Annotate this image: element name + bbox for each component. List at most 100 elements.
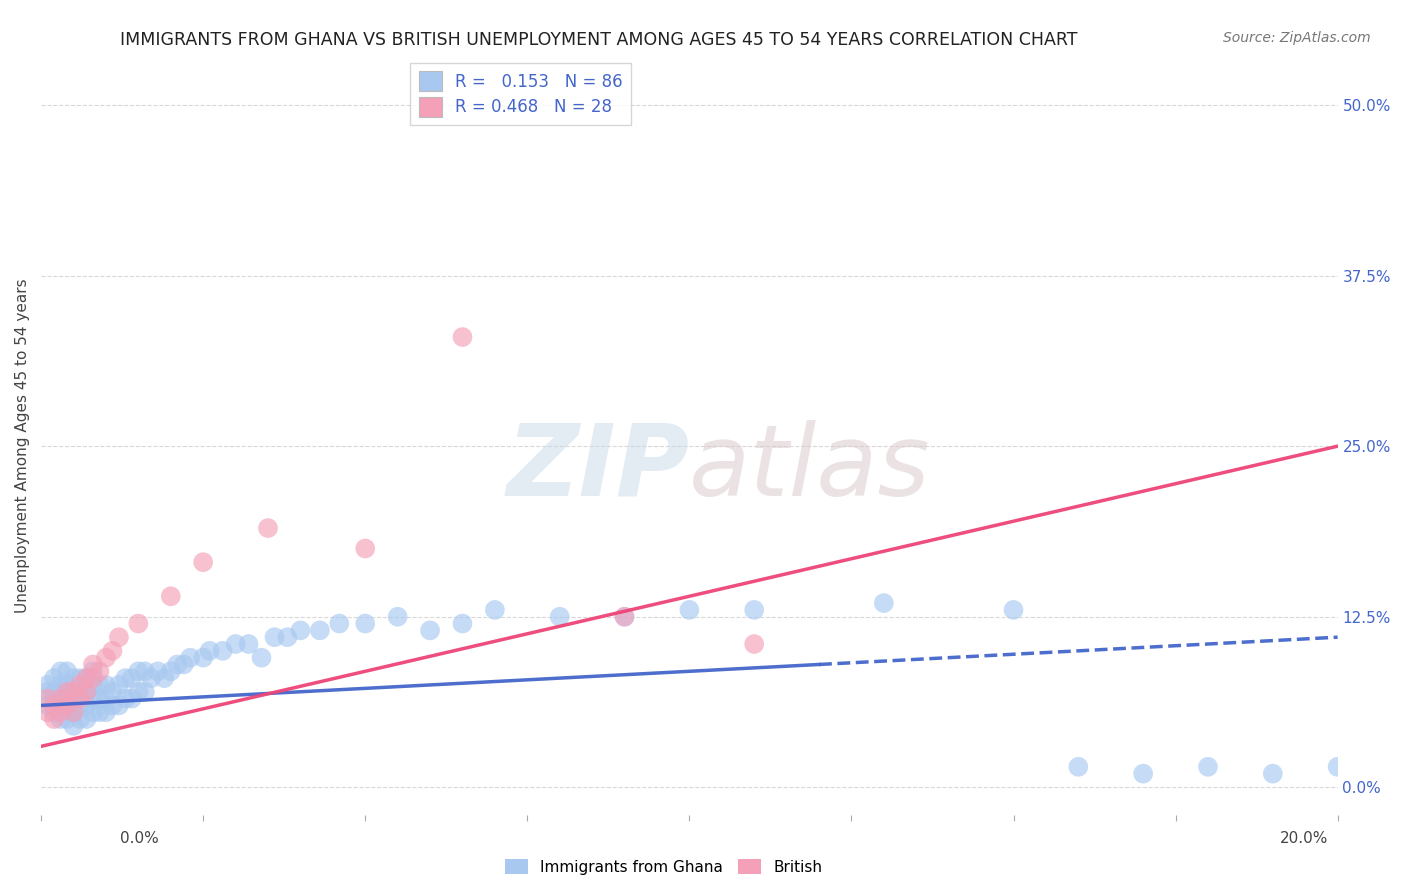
Point [42, 685, 65, 699]
Point [127, 616, 149, 631]
Point [173, 657, 195, 672]
Point [1197, 760, 1219, 774]
Point [141, 671, 163, 685]
Point [49, 685, 72, 699]
Point [76, 671, 98, 685]
Y-axis label: Unemployment Among Ages 45 to 54 years: Unemployment Among Ages 45 to 54 years [15, 279, 30, 614]
Point [354, 541, 377, 556]
Text: Source: ZipAtlas.com: Source: ZipAtlas.com [1223, 31, 1371, 45]
Point [276, 630, 298, 644]
Point [82, 665, 104, 679]
Point [56, 678, 79, 692]
Point [354, 616, 377, 631]
Point [62, 719, 84, 733]
Point [108, 630, 131, 644]
Point [62, 705, 84, 719]
Point [153, 671, 176, 685]
Point [49, 665, 72, 679]
Point [82, 705, 104, 719]
Point [89, 665, 111, 679]
Point [56, 698, 79, 713]
Point [257, 521, 280, 535]
Point [1002, 603, 1025, 617]
Point [134, 685, 156, 699]
Point [42, 698, 65, 713]
Legend: R =   0.153   N = 86, R = 0.468   N = 28: R = 0.153 N = 86, R = 0.468 N = 28 [411, 63, 631, 125]
Point [56, 685, 79, 699]
Point [76, 671, 98, 685]
Point [69, 698, 91, 713]
Point [101, 698, 124, 713]
Point [37, 685, 59, 699]
Point [42, 705, 65, 719]
Point [108, 678, 131, 692]
Text: ZIP: ZIP [506, 420, 689, 516]
Point [42, 712, 65, 726]
Point [742, 603, 765, 617]
Point [742, 637, 765, 651]
Point [127, 685, 149, 699]
Point [159, 589, 181, 603]
Point [238, 637, 260, 651]
Point [1067, 760, 1090, 774]
Point [49, 712, 72, 726]
Point [263, 630, 285, 644]
Point [62, 685, 84, 699]
Point [146, 665, 169, 679]
Point [37, 698, 59, 713]
Point [37, 705, 59, 719]
Point [94, 650, 117, 665]
Point [69, 712, 91, 726]
Point [1132, 766, 1154, 780]
Point [56, 665, 79, 679]
Point [69, 685, 91, 699]
Point [198, 644, 221, 658]
Point [328, 616, 350, 631]
Point [678, 603, 700, 617]
Point [94, 678, 117, 692]
Point [484, 603, 506, 617]
Point [56, 712, 79, 726]
Point [82, 671, 104, 685]
Point [82, 691, 104, 706]
Text: IMMIGRANTS FROM GHANA VS BRITISH UNEMPLOYMENT AMONG AGES 45 TO 54 YEARS CORRELAT: IMMIGRANTS FROM GHANA VS BRITISH UNEMPLO… [120, 31, 1077, 49]
Point [62, 685, 84, 699]
Point [548, 609, 571, 624]
Point [49, 698, 72, 713]
Point [94, 705, 117, 719]
Text: atlas: atlas [689, 420, 931, 516]
Point [127, 665, 149, 679]
Point [225, 637, 247, 651]
Point [37, 691, 59, 706]
Point [250, 650, 273, 665]
Point [89, 678, 111, 692]
Point [114, 691, 136, 706]
Point [134, 665, 156, 679]
Point [1326, 760, 1348, 774]
Point [101, 644, 124, 658]
Point [94, 691, 117, 706]
Point [62, 698, 84, 713]
Point [62, 705, 84, 719]
Point [290, 624, 312, 638]
Point [89, 691, 111, 706]
Point [49, 705, 72, 719]
Point [613, 609, 636, 624]
Point [108, 698, 131, 713]
Point [76, 685, 98, 699]
Text: 0.0%: 0.0% [120, 831, 159, 846]
Point [179, 650, 201, 665]
Point [121, 671, 143, 685]
Point [76, 712, 98, 726]
Point [76, 698, 98, 713]
Point [166, 657, 188, 672]
Point [37, 678, 59, 692]
Point [121, 691, 143, 706]
Point [193, 555, 215, 569]
Point [56, 691, 79, 706]
Point [451, 616, 474, 631]
Point [308, 624, 330, 638]
Point [69, 678, 91, 692]
Point [76, 685, 98, 699]
Point [89, 705, 111, 719]
